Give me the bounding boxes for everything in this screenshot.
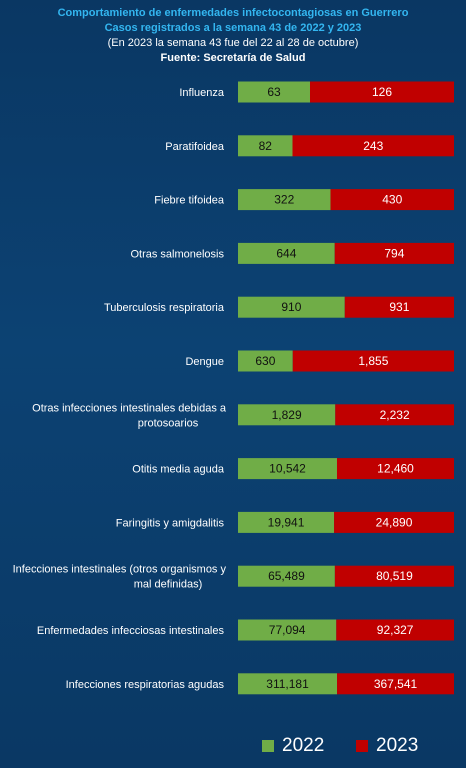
- category-label: Fiebre tifoidea: [154, 195, 225, 207]
- data-label-2023: 367,541: [374, 677, 418, 691]
- legend-swatch-2022: [262, 740, 274, 752]
- category-label: Otitis media aguda: [132, 464, 225, 476]
- bar-2023: [335, 404, 454, 426]
- legend-swatch-2023: [356, 740, 368, 752]
- category-label: Dengue: [185, 356, 224, 368]
- bar-2022: [238, 565, 335, 587]
- bar-2022: [238, 81, 310, 103]
- bar-2022: [238, 458, 337, 480]
- legend-item-2022: 2022: [262, 734, 324, 758]
- data-label-2023: 80,519: [376, 569, 413, 583]
- data-label-2022: 910: [281, 300, 301, 314]
- bar-2023: [292, 135, 454, 157]
- bar-2023: [334, 565, 454, 587]
- category-label: Tuberculosis respiratoria: [104, 302, 225, 314]
- data-label-2023: 92,327: [377, 623, 414, 637]
- bar-2023: [337, 673, 454, 695]
- bar-2023: [330, 189, 454, 211]
- legend-item-2023: 2023: [356, 734, 418, 758]
- category-label: Otras infecciones intestinales debidas a…: [32, 402, 227, 429]
- bar-2023: [336, 619, 454, 641]
- data-label-2023: 1,855: [358, 354, 388, 368]
- bar-2022: [238, 619, 337, 641]
- bar-2022: [238, 511, 335, 533]
- legend-label-2022: 2022: [282, 735, 325, 756]
- data-label-2022: 65,489: [268, 569, 305, 583]
- data-label-2022: 644: [276, 246, 296, 260]
- chart-note: (En 2023 la semana 43 fue del 22 al 28 d…: [107, 37, 359, 49]
- legend-label-2023: 2023: [376, 735, 419, 756]
- data-label-2022: 630: [255, 354, 275, 368]
- category-label: Infecciones intestinales (otros organism…: [13, 564, 227, 591]
- category-label: Faringitis y amigdalitis: [116, 517, 225, 529]
- bar-2023: [292, 350, 454, 372]
- data-label-2022: 322: [274, 193, 294, 207]
- bar-2023: [310, 81, 454, 103]
- data-label-2023: 243: [363, 139, 383, 153]
- data-label-2022: 82: [259, 139, 273, 153]
- data-label-2022: 77,094: [269, 623, 306, 637]
- data-label-2023: 126: [372, 85, 392, 99]
- data-label-2023: 2,232: [380, 408, 410, 422]
- chart-title: Comportamiento de enfermedades infectoco…: [57, 7, 409, 19]
- bar-2022: [238, 673, 338, 695]
- category-label: Paratifoidea: [165, 141, 225, 153]
- data-label-2022: 63: [267, 85, 281, 99]
- category-label: Otras salmonelosis: [130, 248, 224, 260]
- bar-2023: [336, 458, 454, 480]
- data-label-2023: 24,890: [376, 515, 413, 529]
- data-label-2022: 1,829: [272, 408, 302, 422]
- bar-2022: [238, 135, 293, 157]
- bar-2023: [334, 511, 454, 533]
- bar-2023: [334, 242, 454, 264]
- chart-source: Fuente: Secretaría de Salud: [160, 52, 306, 64]
- bar-2022: [238, 242, 335, 264]
- data-label-2023: 931: [389, 300, 409, 314]
- data-label-2022: 19,941: [268, 515, 305, 529]
- data-label-2023: 12,460: [377, 462, 414, 476]
- data-label-2023: 794: [384, 246, 404, 260]
- bar-2022: [238, 350, 293, 372]
- bar-2023: [344, 296, 454, 318]
- data-label-2022: 10,542: [269, 462, 306, 476]
- category-label: Influenza: [179, 87, 225, 99]
- data-label-2022: 311,181: [266, 677, 309, 691]
- category-label: Infecciones respiratorias agudas: [66, 679, 225, 691]
- data-label-2023: 430: [382, 193, 402, 207]
- bar-2022: [238, 404, 336, 426]
- bar-2022: [238, 189, 331, 211]
- bar-2022: [238, 296, 345, 318]
- chart-subtitle: Casos registrados a la semana 43 de 2022…: [104, 22, 362, 34]
- category-label: Enfermedades infecciosas intestinales: [37, 625, 225, 637]
